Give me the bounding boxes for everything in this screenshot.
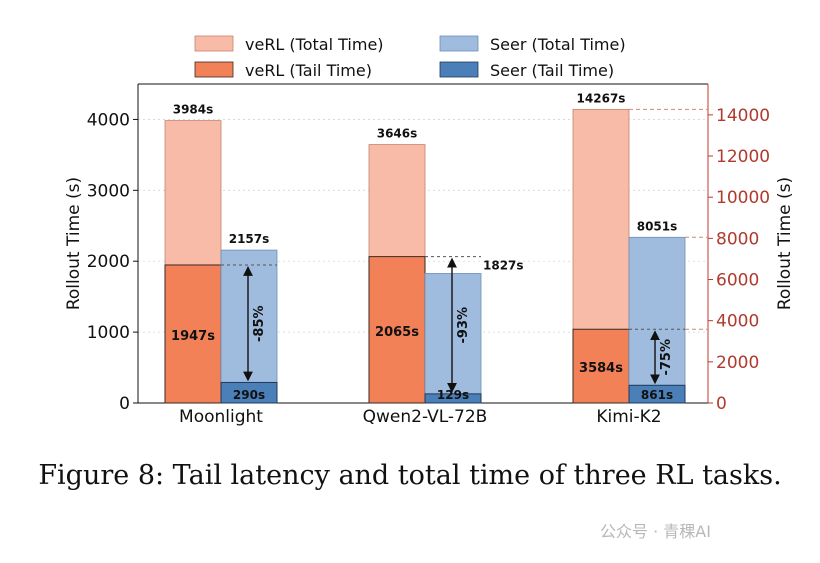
left-tick-label: 0 bbox=[119, 394, 130, 414]
label-seer-total: 8051s bbox=[637, 219, 678, 233]
legend-swatch bbox=[194, 61, 234, 78]
label-seer-tail: 290s bbox=[233, 388, 265, 402]
right-tick-label: 10000 bbox=[716, 188, 770, 208]
watermark: 公众号 · 青稞AI bbox=[600, 522, 711, 541]
bar-seer-total bbox=[220, 249, 278, 404]
left-tick-label: 2000 bbox=[87, 252, 130, 272]
bar-verl-tail bbox=[368, 256, 426, 404]
label-seer-total: 2157s bbox=[229, 232, 270, 246]
reduction-label: -85% bbox=[252, 305, 267, 342]
bar-seer-tail bbox=[424, 393, 482, 404]
bar-seer-tail bbox=[220, 381, 278, 404]
left-tick-label: 3000 bbox=[87, 181, 130, 201]
bar-verl-tail bbox=[572, 328, 630, 404]
plot-area: 0 1000 2000 3000 4000 0 2000 4000 6000 8000 10000 1… bbox=[64, 83, 795, 427]
label-verl-total: 3984s bbox=[173, 103, 214, 117]
left-tick-label: 4000 bbox=[87, 110, 130, 130]
label-seer-tail: 861s bbox=[641, 388, 673, 402]
right-tick-label: 4000 bbox=[716, 312, 759, 332]
figure-caption: Figure 8: Tail latency and total time of… bbox=[38, 460, 782, 491]
bar-seer-total bbox=[424, 273, 482, 404]
category-label: Kimi-K2 bbox=[596, 407, 661, 427]
legend-label: veRL (Total Time) bbox=[245, 35, 384, 54]
bar-seer-tail bbox=[628, 384, 686, 404]
legend-label: veRL (Tail Time) bbox=[245, 61, 372, 80]
category-label: Moonlight bbox=[179, 407, 263, 427]
label-verl-total: 14267s bbox=[577, 91, 626, 105]
right-y-axis-title: Rollout Time (s) bbox=[775, 177, 795, 310]
label-verl-tail: 3584s bbox=[579, 361, 623, 376]
left-tick-label: 1000 bbox=[87, 323, 130, 343]
reduction-label: -75% bbox=[659, 339, 674, 376]
right-tick-label: 12000 bbox=[716, 147, 770, 167]
category-label: Qwen2-VL-72B bbox=[363, 407, 488, 427]
legend-swatch bbox=[194, 35, 234, 52]
right-tick-label: 8000 bbox=[716, 229, 759, 249]
legend-swatch bbox=[439, 61, 479, 78]
right-tick-label: 14000 bbox=[716, 106, 770, 126]
label-seer-tail: 129s bbox=[437, 388, 469, 402]
label-verl-tail: 2065s bbox=[375, 325, 419, 340]
chart: veRL (Total Time) Seer (Total Time) veRL (… bbox=[64, 35, 795, 427]
legend: veRL (Total Time) Seer (Total Time) veRL (… bbox=[194, 35, 626, 80]
legend-label: Seer (Total Time) bbox=[490, 35, 626, 54]
reduction-label: -93% bbox=[456, 307, 471, 344]
legend-label: Seer (Tail Time) bbox=[490, 61, 614, 80]
legend-swatch bbox=[439, 35, 479, 52]
label-verl-tail: 1947s bbox=[171, 329, 215, 344]
label-verl-total: 3646s bbox=[377, 127, 418, 141]
y-axis-title: Rollout Time (s) bbox=[64, 177, 84, 310]
right-tick-label: 2000 bbox=[716, 353, 759, 373]
bar-seer-total bbox=[628, 236, 686, 404]
right-tick-label: 6000 bbox=[716, 271, 759, 291]
right-tick-label: 0 bbox=[716, 394, 727, 414]
label-seer-total: 1827s bbox=[483, 258, 524, 272]
